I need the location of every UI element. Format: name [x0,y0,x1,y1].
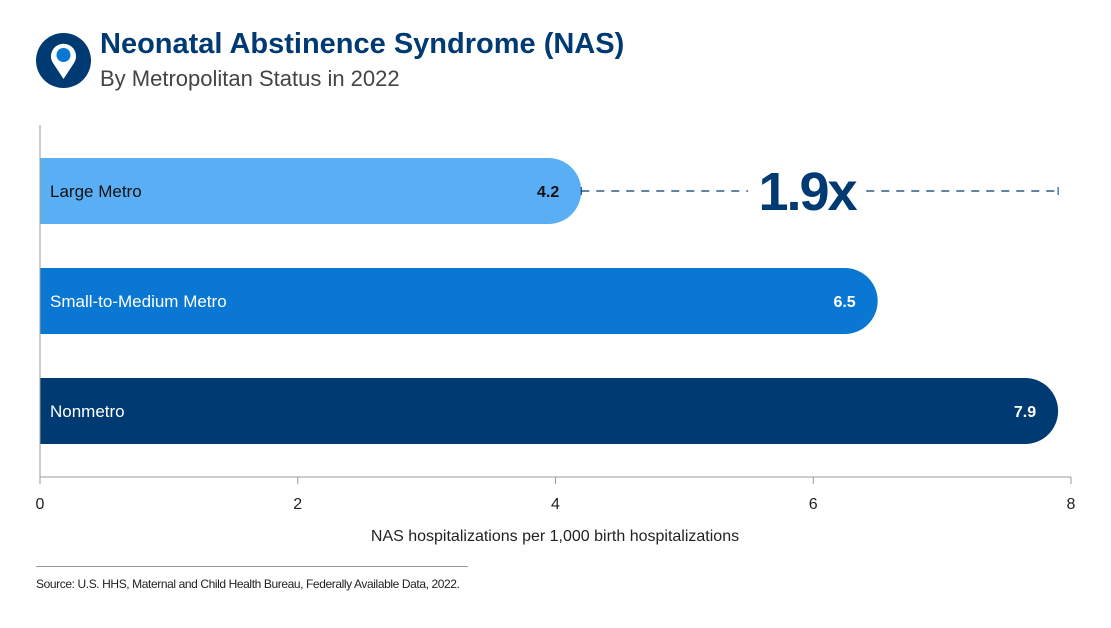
bar-value-label: 6.5 [833,294,855,311]
location-pin-icon [36,33,91,88]
bar-category-label: Small-to-Medium Metro [50,292,227,311]
source-note: Source: U.S. HHS, Maternal and Child Hea… [36,577,460,591]
x-tick-label: 6 [809,496,818,513]
x-tick-label: 8 [1067,496,1076,513]
chart-title: Neonatal Abstinence Syndrome (NAS) [100,28,625,60]
x-tick-label: 2 [293,496,302,513]
bar-value-label: 7.9 [1014,404,1036,421]
x-tick-label: 0 [36,496,45,513]
x-tick-label: 4 [551,496,560,513]
chart-subtitle: By Metropolitan Status in 2022 [100,66,400,91]
annotation-ratio: 1.9x [758,162,857,222]
bar [40,158,582,224]
annotation-bg [748,160,866,220]
source-divider [36,566,468,567]
bar [40,268,878,334]
x-axis-label: NAS hospitalizations per 1,000 birth hos… [371,528,739,545]
bar-category-label: Large Metro [50,182,142,201]
bar [40,378,1059,444]
bar-category-label: Nonmetro [50,402,125,421]
bar-value-label: 4.2 [537,184,559,201]
